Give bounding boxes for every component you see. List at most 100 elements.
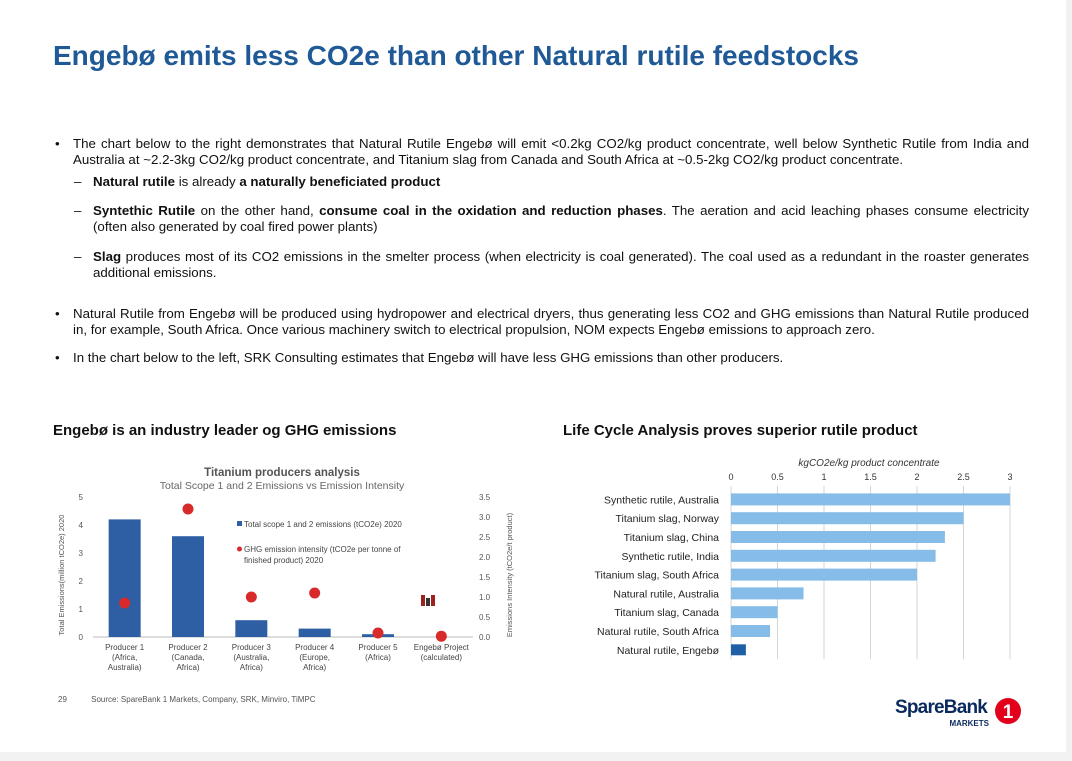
bar: [298, 628, 331, 637]
intensity-point: [372, 627, 384, 639]
legend-label: finished product) 2020: [244, 556, 324, 565]
y-tick-label: 0: [79, 633, 84, 642]
bold-text: Syntethic Rutile: [93, 203, 196, 219]
y2-tick-label: 1.0: [479, 593, 491, 602]
bar: [731, 587, 804, 600]
y2-tick-label: 2.0: [479, 553, 491, 562]
x-tick-label: 3: [1007, 472, 1012, 482]
y2-tick-label: 1.5: [479, 573, 491, 582]
x-tick-label: 1: [821, 472, 826, 482]
chart-title: kgCO2e/kg product concentrate: [798, 458, 940, 469]
titanium-producers-chart: Titanium producers analysis Total Scope …: [57, 467, 514, 672]
text: produces most of its CO2 emissions in th…: [93, 248, 1029, 280]
bullet-2: Natural Rutile from Engebø will be produ…: [53, 306, 1029, 338]
sub-bullet-synthetic-rutile: Syntethic Rutile on the other hand, cons…: [53, 203, 1029, 235]
page-title: Engebø emits less CO2e than other Natura…: [53, 40, 859, 71]
bar: [731, 568, 917, 581]
bar: [235, 620, 268, 637]
y-tick-label: 2: [79, 577, 84, 586]
y-tick-label: 5: [79, 493, 84, 502]
category-label: Natural rutile, Engebø: [617, 645, 720, 657]
category-label: Titanium slag, Canada: [614, 607, 719, 619]
category-label: Australia): [108, 663, 142, 672]
bold-text: a naturally beneficiated product: [239, 174, 441, 189]
bold-text: Natural rutile: [93, 174, 176, 189]
bar: [731, 625, 771, 637]
y-tick-label: 4: [79, 521, 84, 530]
bold-text: consume coal in the oxidation and reduct…: [319, 203, 663, 219]
intensity-point: [435, 630, 447, 642]
y2-tick-label: 3.5: [479, 493, 491, 502]
partner-mark-icon: [421, 595, 435, 606]
logo-name: SpareBank: [895, 697, 988, 718]
category-label: (Canada,: [172, 653, 205, 662]
category-label: Producer 4: [295, 643, 335, 652]
y-tick-label: 3: [79, 549, 84, 558]
y-tick-label: 1: [79, 605, 84, 614]
x-tick-label: 2: [914, 472, 919, 482]
bold-text: Slag: [93, 248, 122, 264]
bullet-list: The chart below to the right demonstrate…: [53, 136, 1029, 366]
bar: [731, 606, 778, 619]
logo-sub: MARKETS: [949, 719, 989, 728]
text: . The aeration and acid leaching phases …: [93, 203, 1029, 235]
category-label: Synthetic rutile, Australia: [604, 494, 719, 506]
x-tick-label: 2.5: [957, 472, 970, 482]
category-label: Africa): [176, 663, 199, 672]
bar: [731, 644, 746, 656]
bar: [108, 519, 141, 637]
category-label: Titanium slag, South Africa: [594, 570, 719, 582]
bar: [172, 536, 204, 637]
y2-axis-label: Emissions Intensity (tCO2e/t product): [505, 512, 514, 637]
bullet-3: In the chart below to the left, SRK Cons…: [53, 350, 1029, 366]
intensity-point: [182, 503, 194, 515]
legend-swatch-bar: [237, 521, 242, 526]
category-label: Producer 2: [168, 643, 208, 652]
life-cycle-analysis-chart: kgCO2e/kg product concentrate 0 0.5 1 1.5 2 2…: [594, 458, 1013, 660]
text: is already: [175, 174, 240, 189]
y2-tick-label: 3.0: [479, 513, 491, 522]
category-label: Titanium slag, China: [624, 532, 719, 544]
intensity-point: [119, 597, 131, 609]
intensity-point: [309, 587, 321, 599]
x-tick-label: 0.5: [771, 472, 784, 482]
y-axis-label: Total Emissions(million tCO2e) 2020: [57, 515, 66, 636]
y2-tick-label: 0.0: [479, 633, 491, 642]
bar: [731, 531, 945, 543]
category-label: Africa): [303, 663, 326, 672]
intensity-point: [245, 591, 257, 603]
category-label: (Europe,: [299, 653, 330, 662]
category-label: Natural rutile, South Africa: [597, 626, 719, 638]
page-number: 29: [58, 695, 67, 704]
sparebank-logo: SpareBank MARKETS 1: [895, 697, 1021, 728]
x-tick-label: 0: [728, 472, 733, 482]
category-label: Africa): [240, 663, 263, 672]
bar: [731, 549, 936, 562]
category-label: Natural rutile, Australia: [613, 588, 719, 600]
category-label: Engebø Project: [414, 643, 470, 652]
footer: 29 Source: SpareBank 1 Markets, Company,…: [58, 695, 316, 704]
source-note: Source: SpareBank 1 Markets, Company, SR…: [91, 695, 316, 704]
category-label: Producer 3: [232, 643, 272, 652]
category-label: Producer 5: [358, 643, 398, 652]
category-label: Titanium slag, Norway: [616, 513, 720, 525]
category-label: (calculated): [421, 653, 463, 662]
bullet-1: The chart below to the right demonstrate…: [53, 136, 1029, 168]
category-label: (Africa): [365, 653, 391, 662]
legend-label: Total scope 1 and 2 emissions (tCO2e) 20…: [244, 520, 402, 529]
chart-subtitle: Total Scope 1 and 2 Emissions vs Emissio…: [160, 480, 405, 492]
category-label: (Australia,: [233, 653, 269, 662]
right-chart-heading: Life Cycle Analysis proves superior ruti…: [563, 422, 918, 439]
logo-circle: [995, 698, 1021, 724]
x-tick-label: 1.5: [864, 472, 877, 482]
y2-tick-label: 2.5: [479, 533, 491, 542]
bar: [731, 493, 1010, 506]
logo-number: 1: [1003, 702, 1014, 723]
sub-bullet-natural-rutile: Natural rutile is already a naturally be…: [53, 174, 1029, 190]
text: on the other hand,: [195, 203, 320, 219]
category-label: Synthetic rutile, India: [622, 551, 720, 563]
legend-label: GHG emission intensity (tCO2e per tonne …: [244, 545, 401, 554]
category-label: Producer 1: [105, 643, 145, 652]
legend-swatch-point: [237, 546, 242, 552]
